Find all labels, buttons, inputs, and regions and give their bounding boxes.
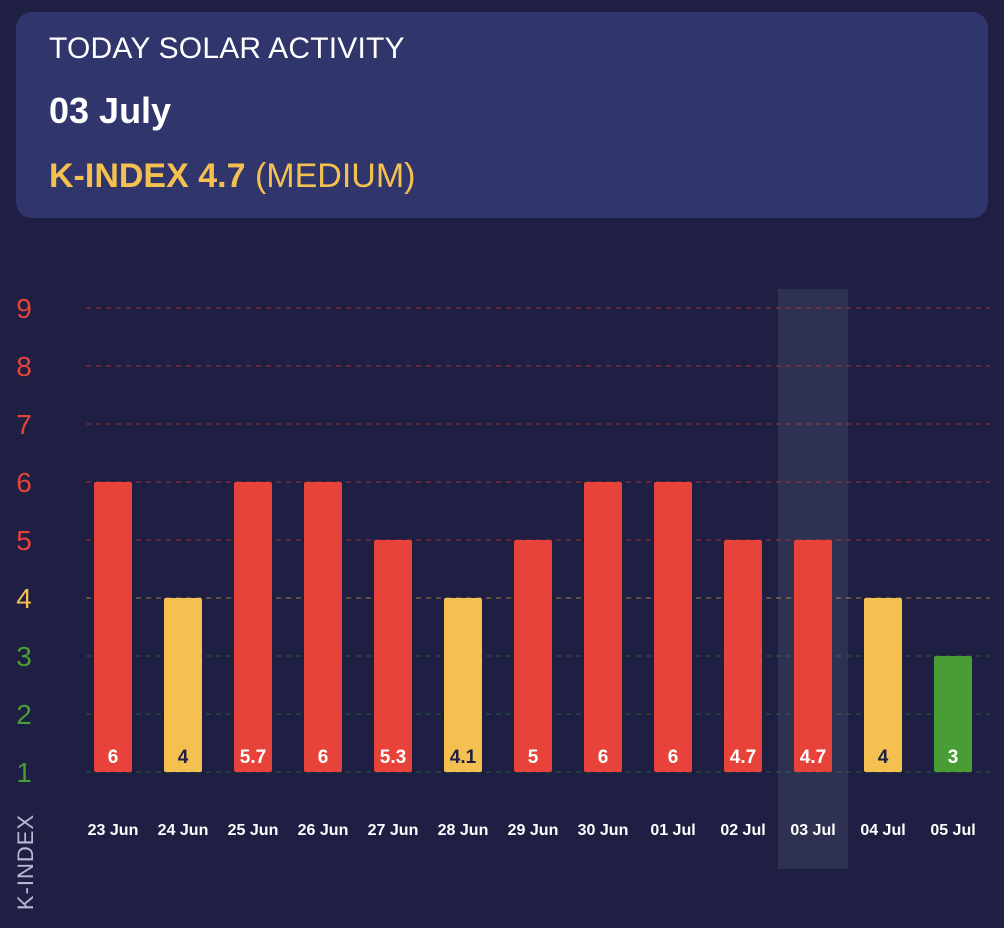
bar[interactable] — [514, 540, 552, 772]
summary-date: 03 July — [49, 90, 172, 131]
y-tick-label: 9 — [16, 293, 32, 324]
x-tick-label: 05 Jul — [930, 822, 975, 839]
bar-value-label: 5.7 — [240, 747, 266, 768]
bar-value-label: 4.7 — [730, 747, 756, 768]
x-tick-label: 27 Jun — [368, 822, 419, 839]
bar[interactable] — [934, 656, 972, 772]
bar-value-label: 5 — [528, 747, 539, 768]
x-tick-label: 03 Jul — [790, 822, 835, 839]
bar[interactable] — [724, 540, 762, 772]
bar-value-label: 6 — [318, 747, 329, 768]
y-tick-label: 6 — [16, 467, 32, 498]
y-tick-label: 7 — [16, 409, 32, 440]
bar[interactable] — [374, 540, 412, 772]
x-tick-label: 24 Jun — [158, 822, 209, 839]
bar-value-label: 6 — [668, 747, 679, 768]
bar[interactable] — [94, 482, 132, 772]
x-tick-label: 02 Jul — [720, 822, 765, 839]
bar[interactable] — [794, 540, 832, 772]
bar-value-label: 3 — [948, 747, 959, 768]
x-tick-label: 26 Jun — [298, 822, 349, 839]
x-tick-label: 01 Jul — [650, 822, 695, 839]
bar-value-label: 4.1 — [450, 747, 477, 768]
x-tick-label: 28 Jun — [438, 822, 489, 839]
bar-value-label: 4 — [878, 747, 889, 768]
y-axis-title: K-INDEX — [13, 813, 38, 911]
y-tick-label: 8 — [16, 351, 32, 382]
bar[interactable] — [444, 598, 482, 772]
y-tick-label: 2 — [16, 699, 32, 730]
k-index-value: K-INDEX 4.7 — [49, 157, 246, 195]
x-tick-label: 25 Jun — [228, 822, 279, 839]
bar[interactable] — [304, 482, 342, 772]
bar[interactable] — [164, 598, 202, 772]
k-index-summary: K-INDEX 4.7 (MEDIUM) — [49, 157, 415, 196]
y-tick-label: 4 — [16, 583, 32, 614]
y-tick-label: 1 — [16, 757, 32, 788]
bar[interactable] — [234, 482, 272, 772]
y-tick-label: 3 — [16, 641, 32, 672]
bar-value-label: 6 — [108, 747, 119, 768]
k-index-level: (MEDIUM) — [254, 157, 416, 195]
bar[interactable] — [864, 598, 902, 772]
bar-value-label: 5.3 — [380, 747, 406, 768]
bar-value-label: 6 — [598, 747, 609, 768]
bar[interactable] — [654, 482, 692, 772]
bar[interactable] — [584, 482, 622, 772]
x-tick-label: 04 Jul — [860, 822, 905, 839]
bar-value-label: 4.7 — [800, 747, 826, 768]
x-tick-label: 23 Jun — [88, 822, 139, 839]
summary-title: TODAY SOLAR ACTIVITY — [49, 32, 405, 65]
y-tick-label: 5 — [16, 525, 32, 556]
bar-value-label: 4 — [178, 747, 189, 768]
x-tick-label: 30 Jun — [578, 822, 629, 839]
x-tick-label: 29 Jun — [508, 822, 559, 839]
today-summary-card: TODAY SOLAR ACTIVITY 03 July K-INDEX 4.7… — [16, 12, 988, 218]
